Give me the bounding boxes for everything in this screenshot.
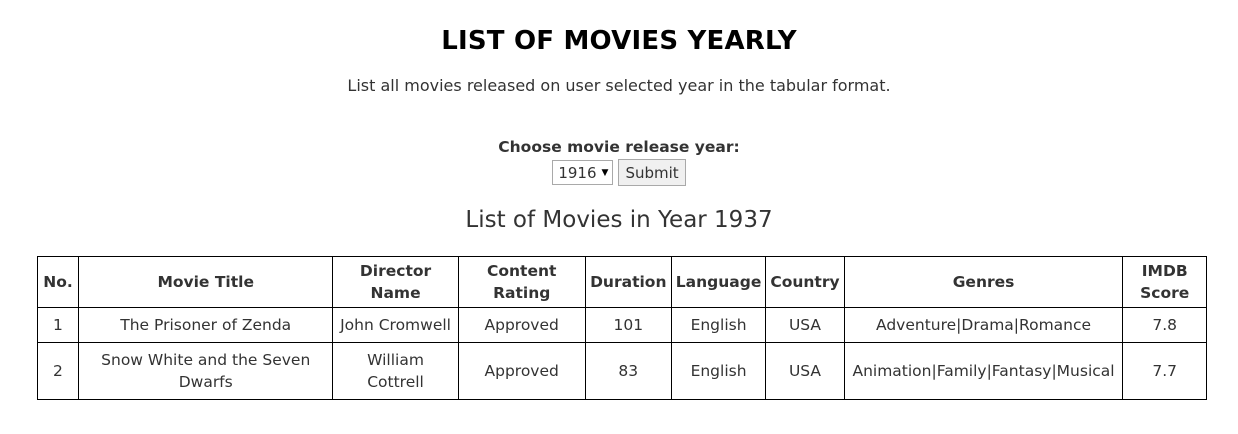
cell-genres: Adventure|Drama|Romance [843, 307, 1124, 343]
table-row: 2 Snow White and the Seven Dwarfs Willia… [37, 342, 1207, 400]
cell-movie-title: The Prisoner of Zenda [77, 307, 334, 343]
year-label: Choose movie release year: [498, 138, 740, 156]
movies-table: No. Movie Title Director Name Content Ra… [37, 256, 1207, 400]
column-header-genres: Genres [843, 256, 1124, 308]
column-header-duration: Duration [584, 256, 672, 308]
table-row: 1 The Prisoner of Zenda John Cromwell Ap… [37, 307, 1207, 343]
cell-duration: 101 [584, 307, 672, 343]
cell-no: 2 [37, 342, 79, 400]
cell-genres: Animation|Family|Fantasy|Musical [843, 342, 1124, 400]
submit-button[interactable]: Submit [618, 159, 686, 186]
cell-imdb-score: 7.7 [1122, 342, 1207, 400]
table-header-row: No. Movie Title Director Name Content Ra… [37, 256, 1207, 308]
cell-director-name: John Cromwell [332, 307, 459, 343]
results-heading: List of Movies in Year 1937 [465, 207, 773, 233]
year-select-value: 1916 [558, 163, 597, 182]
column-header-language: Language [670, 256, 767, 308]
cell-movie-title: Snow White and the Seven Dwarfs [77, 342, 334, 400]
year-select[interactable]: 1916 ▼ [552, 160, 614, 185]
cell-content-rating: Approved [457, 307, 586, 343]
column-header-content-rating: Content Rating [457, 256, 586, 308]
cell-language: English [670, 307, 767, 343]
column-header-imdb-score: IMDB Score [1122, 256, 1207, 308]
cell-country: USA [765, 307, 845, 343]
cell-language: English [670, 342, 767, 400]
cell-country: USA [765, 342, 845, 400]
cell-director-name: William Cottrell [332, 342, 459, 400]
cell-no: 1 [37, 307, 79, 343]
column-header-director-name: Director Name [332, 256, 459, 308]
column-header-no: No. [37, 256, 79, 308]
caret-down-icon: ▼ [601, 167, 609, 178]
cell-duration: 83 [584, 342, 672, 400]
cell-content-rating: Approved [457, 342, 586, 400]
form-controls: 1916 ▼ Submit [0, 159, 1238, 186]
page-subtitle: List all movies released on user selecte… [347, 76, 891, 95]
column-header-country: Country [765, 256, 845, 308]
year-form: Choose movie release year: 1916 ▼ Submit [0, 137, 1238, 186]
page-title: LIST OF MOVIES YEARLY [441, 26, 797, 56]
cell-imdb-score: 7.8 [1122, 307, 1207, 343]
column-header-movie-title: Movie Title [77, 256, 334, 308]
